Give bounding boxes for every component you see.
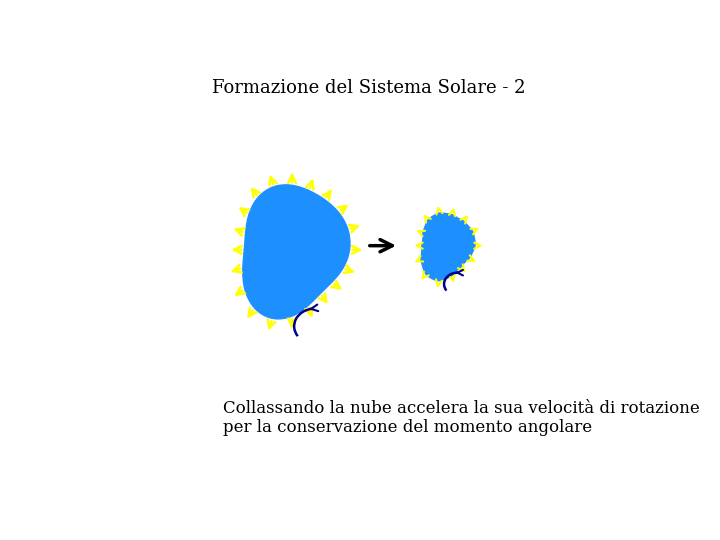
Polygon shape <box>243 185 350 319</box>
Polygon shape <box>421 213 475 281</box>
Text: Formazione del Sistema Solare - 2: Formazione del Sistema Solare - 2 <box>212 79 526 97</box>
Text: Collassando la nube accelera la sua velocità di rotazione
per la conservazione d: Collassando la nube accelera la sua velo… <box>223 400 701 436</box>
